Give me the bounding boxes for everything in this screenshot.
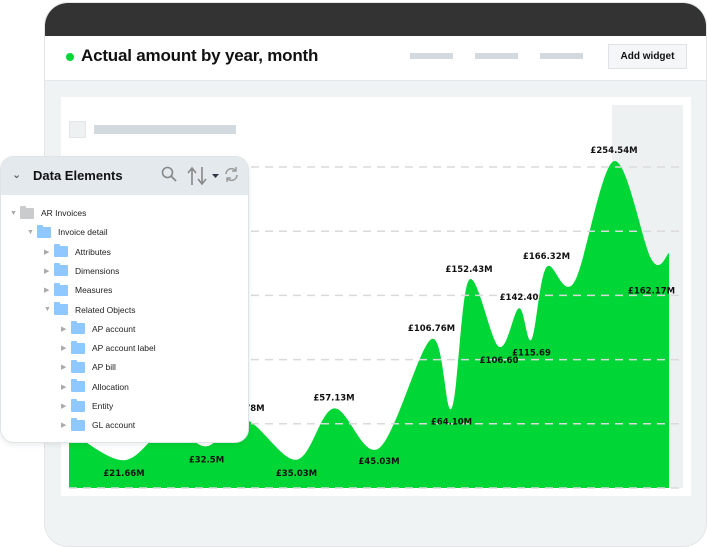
caret-right-icon[interactable]: ▶ [61,345,67,353]
data-label: £254.54M [590,146,637,156]
search-icon[interactable] [161,166,177,187]
folder-icon [71,340,85,354]
tree-item-label: GL account [92,420,136,431]
folder-icon [37,224,51,238]
tree-item[interactable]: ▼ AR Invoices [10,204,86,222]
tree-item-label: Entity [92,401,114,411]
data-label: £21.66M [103,469,144,479]
tree-item[interactable]: ▼ Related Objects [44,301,135,319]
caret-down-icon[interactable]: ▼ [27,228,34,236]
tree-item-label: Dimensions [75,265,120,276]
chevron-down-icon[interactable]: ⌄ [12,169,22,181]
caret-down-icon[interactable]: ▼ [44,306,51,313]
tree-item[interactable]: ▶ AP bill [61,358,116,376]
data-label: £57.13M [313,393,354,403]
caret-right-icon[interactable]: ▶ [61,422,67,430]
data-label: £142.40 [500,293,539,303]
tree-item-label: AP account [92,323,136,334]
folder-icon [54,244,68,258]
folder-icon [54,302,68,315]
caret-right-icon[interactable]: ▶ [61,325,67,333]
caret-right-icon[interactable]: ▶ [44,267,50,275]
data-label: £32.5M [189,455,224,465]
folder-icon [71,359,85,373]
tree-item[interactable]: ▶ Allocation [61,378,129,396]
data-label: £115.69 [512,348,551,358]
data-label: £152.43M [445,265,492,275]
data-label: £106.76M [408,324,455,334]
caret-right-icon[interactable]: ▶ [61,383,67,391]
tree-item-label: AP bill [92,362,116,373]
page-title: Actual amount by year, month [81,46,319,65]
data-elements-panel: ⌄ Data Elements ▼ AR Invoices ▼ Invoice det… [0,156,249,443]
folder-icon [71,379,85,393]
panel-header: ⌄ Data Elements [1,157,248,195]
window-title-bar [45,3,706,36]
folder-icon [54,263,68,277]
caret-down-icon[interactable]: ▼ [10,209,17,217]
refresh-icon[interactable] [223,166,240,188]
tree-item-label: Allocation [92,381,129,392]
tree-item[interactable]: ▶ AP account label [61,339,156,357]
data-label: £35.03M [276,469,317,479]
folder-icon [20,205,34,219]
placeholder-tab[interactable] [540,53,583,59]
folder-icon [71,398,85,412]
folder-icon [71,417,85,431]
placeholder-label [94,125,236,134]
panel-title: Data Elements [33,168,123,183]
placeholder-tab[interactable] [475,53,518,59]
tree-item-label: Attributes [75,246,111,257]
folder-icon [71,321,85,335]
caret-right-icon[interactable]: ▶ [61,403,67,410]
caret-right-icon[interactable]: ▶ [61,364,67,372]
tree-item-label: AP account label [92,343,156,354]
data-label: £162.17M [628,286,675,296]
dashboard-window: Actual amount by year, month Add widget … [44,2,707,547]
data-label: £45.03M [358,457,399,467]
tree-item-label: Measures [75,285,113,296]
tree-item[interactable]: ▶ Attributes [44,243,111,261]
caret-right-icon[interactable]: ▶ [44,248,50,256]
tree-item-label: AR Invoices [41,208,87,218]
tree-item[interactable]: ▶ AP account [61,320,135,338]
data-label: £64.10M [431,417,472,427]
tree-item-label: Related Objects [75,304,136,315]
data-label: £106.60 [480,356,519,366]
add-widget-button[interactable]: Add widget [608,44,687,69]
tree-item[interactable]: ▼ Invoice detail [27,223,108,241]
data-label: £166.32M [523,252,570,262]
tree-item[interactable]: ▶ GL account [61,416,135,434]
widget-header: Actual amount by year, month Add widget [45,36,706,81]
checkbox[interactable] [69,121,86,138]
tree-item[interactable]: ▶ Entity [61,397,113,415]
placeholder-tab[interactable] [410,53,453,59]
area-series [69,161,669,488]
sort-icon[interactable] [187,166,221,191]
tree-item[interactable]: ▶ Dimensions [44,262,119,280]
tree-item[interactable]: ▶ Measures [44,281,112,299]
caret-right-icon[interactable]: ▶ [44,287,50,295]
tree-item-label: Invoice detail [58,227,108,238]
status-dot [66,53,74,61]
folder-icon [54,282,68,296]
